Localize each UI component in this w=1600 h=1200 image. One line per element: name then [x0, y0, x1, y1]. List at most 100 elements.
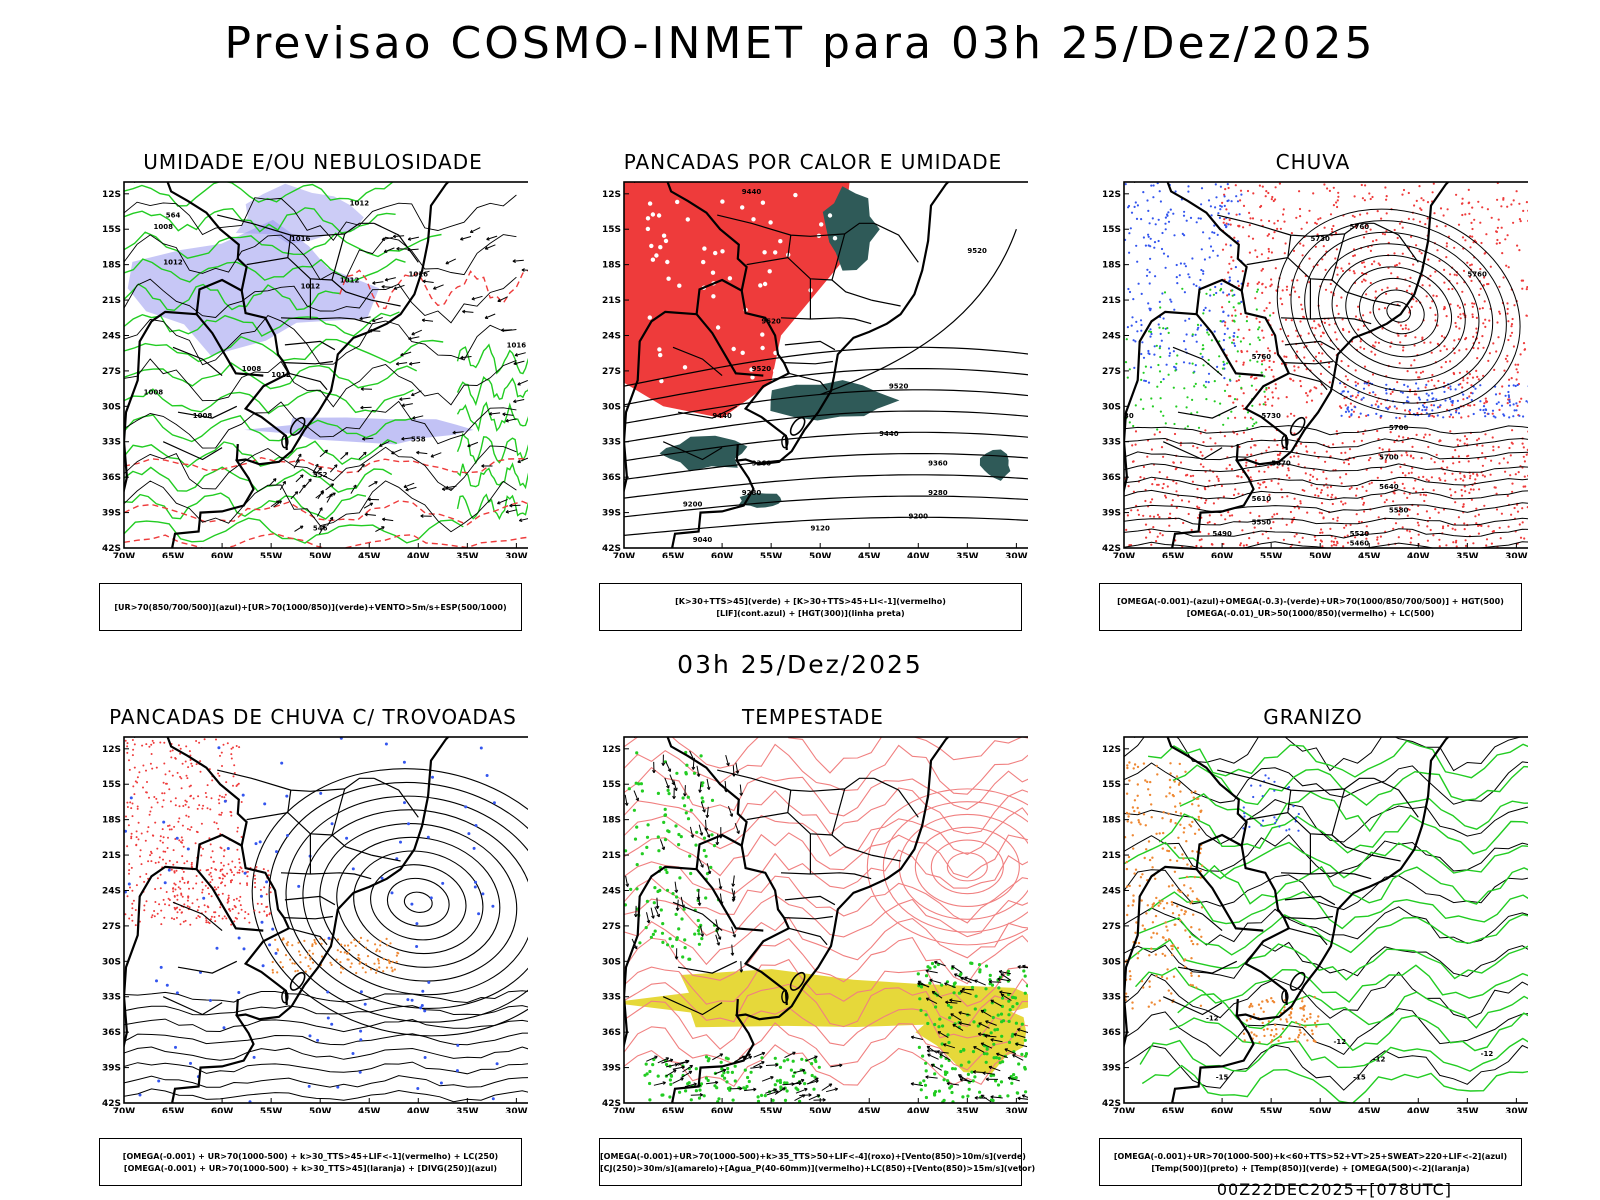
thunder-red: [126, 742, 129, 745]
rain-omega-red: [1239, 199, 1242, 202]
wind-vector-head: [699, 1093, 703, 1097]
rain-omega-red: [1340, 267, 1343, 270]
rain-omega-red: [1330, 291, 1333, 294]
wind-vector-head: [722, 1068, 727, 1073]
wind-850-green: [681, 955, 685, 959]
lc-850: [930, 839, 1004, 895]
rain-omega-green: [1150, 397, 1153, 400]
thunder-orange: [375, 968, 378, 971]
wind-vector-head: [315, 463, 319, 468]
wind-850-green: [648, 1098, 652, 1102]
wind-vector-head: [952, 1023, 956, 1028]
rain-omega-blue: [1167, 211, 1170, 214]
rain-omega-red: [1488, 352, 1491, 355]
rain-omega-red: [1255, 388, 1258, 391]
omega-500-orange: [1182, 831, 1185, 834]
wind-850-green: [679, 835, 683, 839]
map-umidade[interactable]: 1012100810121016101210081016101210081008…: [98, 178, 528, 558]
thunder-red: [198, 804, 201, 807]
rain-omega-red: [1340, 406, 1343, 409]
omega-500-orange: [1190, 926, 1193, 929]
map-granizo[interactable]: -12-12-12-12-15 -1512S15S18S21S24S27S30S3…: [1098, 733, 1528, 1113]
rain-omega-red: [1389, 392, 1392, 395]
thunder-red: [201, 881, 204, 884]
rain-omega-red: [1455, 325, 1458, 328]
rain-omega-blue: [1162, 317, 1165, 320]
wind-850-green: [726, 1070, 730, 1074]
thunder-red: [127, 824, 130, 827]
rain-omega-blue: [1159, 332, 1162, 335]
hail-blue: [1260, 824, 1263, 827]
wind-vector: [715, 934, 720, 946]
wind-850-green: [704, 854, 708, 858]
thunder-red: [218, 813, 221, 816]
rain-omega-blue: [1205, 380, 1208, 383]
wind-vector: [794, 1094, 806, 1102]
wind-850-green: [638, 941, 642, 945]
thunder-red: [151, 739, 154, 742]
rain-omega-red: [1253, 444, 1256, 447]
rain-omega-red: [1340, 482, 1343, 485]
rain-omega-blue: [1136, 260, 1139, 263]
rain-omega-red: [1489, 265, 1492, 268]
omega-500-orange: [1197, 797, 1200, 800]
wind-vector: [1013, 1033, 1026, 1038]
thunder-red: [232, 775, 235, 778]
thunder-red: [230, 869, 232, 872]
divergence-blue: [271, 927, 275, 931]
rain-omega-red: [1418, 185, 1421, 188]
rain-omega-green: [1234, 314, 1237, 317]
rain-omega-blue: [1439, 404, 1442, 407]
rain-omega-red: [1405, 289, 1409, 292]
rain-omega-red: [1263, 309, 1266, 312]
rain-omega-blue: [1385, 406, 1388, 409]
wind-vector-head: [374, 481, 378, 485]
rain-omega-red: [1225, 467, 1228, 470]
omega-500-orange: [1140, 980, 1144, 983]
rain-omega-red: [1481, 474, 1484, 477]
omega-500-orange: [1168, 778, 1172, 782]
divergence-blue: [415, 945, 419, 948]
wind-vector: [985, 1020, 997, 1026]
omega-500-orange: [1125, 885, 1129, 888]
contour-label: 1012: [271, 371, 291, 379]
gap: [760, 332, 765, 337]
lon-label: 50W: [309, 1107, 332, 1113]
wind-vector-head: [391, 450, 395, 455]
wind-vector: [997, 978, 1010, 982]
rain-omega-blue: [1172, 350, 1175, 353]
hail-blue: [1273, 816, 1276, 819]
rain-omega-red: [1390, 272, 1393, 275]
wind-850-green: [993, 1028, 997, 1032]
thunder-orange: [386, 944, 389, 947]
wind-850-green: [648, 1081, 652, 1086]
rain-omega-red: [1237, 328, 1240, 331]
thunder-red: [190, 826, 193, 829]
thunder-red: [213, 916, 216, 918]
rain-omega-red: [1271, 391, 1274, 394]
humidity-1000-850: [124, 414, 415, 443]
rain-omega-green: [1231, 294, 1234, 297]
rain-omega-blue: [1432, 404, 1436, 407]
omega-500-orange: [1309, 1016, 1312, 1019]
rain-omega-blue: [1147, 302, 1150, 305]
rain-omega-red: [1335, 201, 1338, 204]
rain-omega-red: [1360, 439, 1363, 442]
rain-omega-red: [1349, 523, 1352, 526]
rain-omega-red: [1506, 354, 1509, 357]
wind-vector-head: [1000, 993, 1005, 998]
wind-vector: [470, 227, 481, 233]
thunder-red: [180, 836, 183, 839]
wind-vector-head: [937, 1031, 942, 1035]
rain-omega-red: [1498, 241, 1501, 245]
rain-omega-red: [1315, 222, 1318, 225]
thunder-orange: [307, 965, 310, 968]
thunder-red: [246, 882, 248, 885]
divergence-blue: [330, 822, 334, 826]
rain-omega-red: [1462, 505, 1465, 508]
